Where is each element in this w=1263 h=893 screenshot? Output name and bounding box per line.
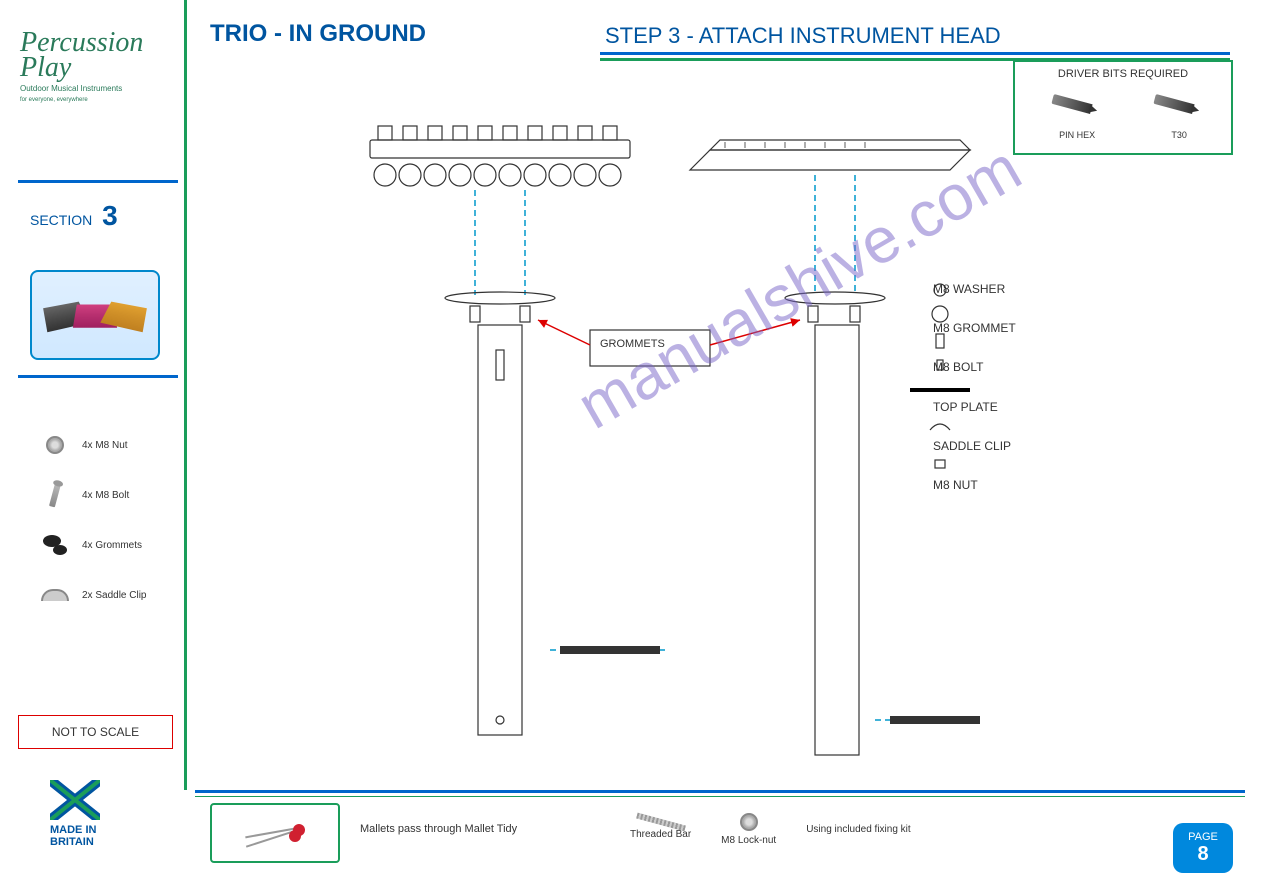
footer-threaded-bar: Threaded Bar — [630, 819, 691, 840]
part-label: Using included fixing kit — [806, 824, 911, 835]
part-nut: 4x M8 Nut — [40, 420, 160, 470]
part-label: 4x Grommets — [82, 540, 142, 551]
footer-parts: Threaded Bar M8 Lock-nut Using included … — [630, 813, 911, 846]
footer-locknut: M8 Lock-nut — [721, 813, 776, 846]
part-label: 4x M8 Nut — [82, 440, 128, 451]
label-saddle: SADDLE CLIP — [933, 437, 1183, 456]
label-grommet: M8 GROMMET — [933, 319, 1183, 338]
assembly-diagram — [260, 120, 980, 760]
brand-logo: Percussion Play Outdoor Musical Instrume… — [20, 30, 180, 150]
tools-required-box: DRIVER BITS REQUIRED PIN HEX T30 — [1013, 60, 1233, 155]
title-rule — [600, 52, 1230, 55]
product-image — [30, 270, 160, 360]
saddle-icon — [41, 589, 69, 601]
footer: Mallets pass through Mallet Tidy Threade… — [200, 793, 1240, 873]
label-text: M8 BOLT — [933, 358, 983, 377]
grommet-icon — [43, 535, 67, 555]
footer-mallet-text: Mallets pass through Mallet Tidy — [360, 823, 517, 835]
nut-icon — [46, 436, 64, 454]
label-text: SADDLE CLIP — [933, 437, 1011, 456]
brand-name: Percussion Play — [20, 30, 180, 80]
label-washer: M8 WASHER — [933, 280, 1183, 299]
page-label: PAGE — [1188, 831, 1218, 843]
page-badge: PAGE 8 — [1173, 823, 1233, 873]
section-heading: SECTION 3 — [30, 200, 118, 232]
page-number: 8 — [1197, 843, 1208, 866]
label-nut: M8 NUT — [933, 476, 1183, 495]
label-bolt: M8 BOLT — [933, 358, 1183, 377]
label-text: M8 GROMMET — [933, 319, 1016, 338]
t30-bit-icon — [1153, 94, 1194, 114]
label-plate: TOP PLATE — [933, 398, 1183, 417]
divider-vertical — [184, 0, 187, 790]
tool-label: T30 — [1171, 130, 1187, 140]
sidebar: Percussion Play Outdoor Musical Instrume… — [0, 0, 190, 893]
mallet-icon — [289, 830, 301, 842]
part-label: 4x M8 Bolt — [82, 490, 129, 501]
part-saddle: 2x Saddle Clip — [40, 570, 160, 620]
part-label: 2x Saddle Clip — [82, 590, 146, 601]
part-grommet: 4x Grommets — [40, 520, 160, 570]
mallet-box — [210, 803, 340, 863]
step-title: STEP 3 - ATTACH INSTRUMENT HEAD — [600, 18, 1006, 54]
page-title: TRIO - IN GROUND — [210, 20, 426, 48]
tools-heading: DRIVER BITS REQUIRED — [1021, 68, 1225, 80]
label-text: M8 WASHER — [933, 280, 1005, 299]
made-in-britain-badge: MADE IN BRITAIN — [50, 780, 130, 870]
parts-list: 4x M8 Nut 4x M8 Bolt 4x Grommets 2x Sadd… — [40, 420, 160, 620]
main-content: TRIO - IN GROUND STEP 3 - ATTACH INSTRUM… — [200, 0, 1263, 893]
tool-label: PIN HEX — [1059, 130, 1095, 140]
brand-tagline: Outdoor Musical Instruments — [20, 84, 180, 93]
label-text: M8 NUT — [933, 476, 978, 495]
brand-subtag: for everyone, everywhere — [20, 97, 180, 103]
divider — [18, 180, 178, 183]
divider — [18, 375, 178, 378]
pinhex-bit-icon — [1051, 94, 1092, 114]
scale-text: NOT TO SCALE — [52, 725, 139, 739]
part-bolt: 4x M8 Bolt — [40, 470, 160, 520]
section-number: 3 — [102, 200, 118, 231]
fastener-labels: M8 WASHER M8 GROMMET M8 BOLT TOP PLATE S… — [933, 280, 1183, 515]
locknut-icon — [740, 813, 758, 831]
scale-notice: NOT TO SCALE — [18, 715, 173, 749]
callout-label: GROMMETS — [600, 338, 665, 350]
made-in-text: MADE IN BRITAIN — [50, 824, 130, 848]
section-label: SECTION — [30, 212, 92, 228]
part-label: M8 Lock-nut — [721, 835, 776, 846]
bolt-icon — [49, 483, 61, 508]
label-text: TOP PLATE — [933, 398, 998, 417]
footer-fixing-note: Using included fixing kit — [806, 824, 911, 835]
